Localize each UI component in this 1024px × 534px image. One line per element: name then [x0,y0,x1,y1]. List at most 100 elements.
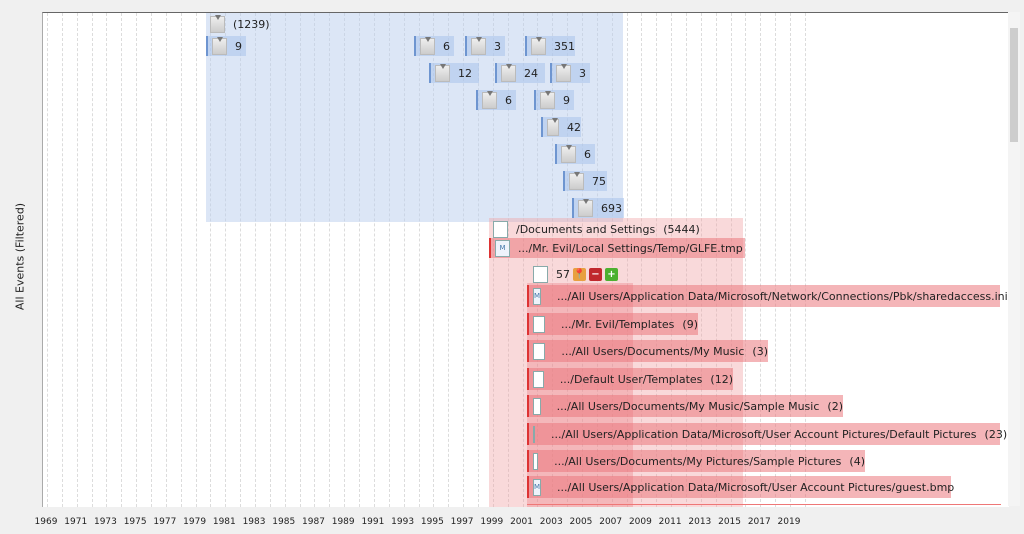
gridline [626,13,628,507]
gridline [685,13,687,507]
year-tick-label: 1979 [183,517,207,527]
file-event[interactable]: .../All Users/Documents/My Pictures/Samp… [527,450,865,472]
collapse-button[interactable]: − [589,267,602,281]
gridline [656,13,658,507]
file-icon [493,220,508,238]
file-event[interactable]: .../All Users/Documents/My Music (3) [527,340,768,362]
database-icon [212,36,227,55]
database-icon [482,90,497,109]
gridline [269,13,271,507]
pin-button[interactable]: 📍 [573,267,586,281]
timeline-plot[interactable]: (1239) 9 6 3 351 12 24 3 6 9 42 6 75 693/Documents an… [42,12,1009,507]
gridline [418,13,420,507]
year-tick-label: 1993 [391,517,415,527]
file-event[interactable]: M .../Mr. Evil/Local Settings/Temp/GLFE.t… [489,238,745,258]
subgroup-count: 57 [556,267,570,281]
gridline [552,13,554,507]
gridline [790,13,791,507]
gridline [151,13,153,507]
file-event[interactable]: .../All Users/Application Data/Microsoft… [527,423,1007,445]
event-stripe[interactable]: 6 [555,144,595,164]
file-event[interactable]: M .../All Users/Application Data/Microsof… [527,285,1008,307]
file-event[interactable]: .../All Users/Documents/My Music/Sample … [527,395,843,417]
gridline [165,13,167,507]
gridline [225,13,227,507]
event-stripe[interactable]: 42 [541,117,581,137]
year-tick-label: 2013 [688,517,712,527]
database-icon [561,144,576,163]
event-stripe-label: 351 [554,39,575,53]
gridline [47,13,48,507]
event-stripe[interactable]: 6 [476,90,516,110]
folder-event[interactable]: /Documents and Settings (5444) [489,219,743,239]
year-tick-label: 1981 [212,517,236,527]
scrollbar-thumb[interactable] [1010,28,1018,142]
year-tick-label: 1977 [153,517,177,527]
file-event[interactable]: M .../All Users/Application Data/Microsof… [527,476,954,498]
gridline [760,13,762,507]
event-stripe[interactable]: 6 [414,36,454,56]
gridline [492,13,494,507]
gridline [730,13,732,507]
expand-button[interactable]: + [605,267,618,281]
event-stripe[interactable]: 3 [550,63,590,83]
database-icon [578,198,593,217]
gridline [522,13,524,507]
event-stripe[interactable]: 3 [465,36,505,56]
subgroup-header[interactable]: 57 📍 − + [529,264,618,284]
file-icon: M [533,287,542,305]
gridline [136,13,138,507]
file-event-count: (23) [984,427,1008,441]
database-icon [540,90,555,109]
folder-event-label: /Documents and Settings [516,222,656,236]
event-stripe-label: 24 [524,66,538,80]
event-stripe[interactable]: 12 [429,63,479,83]
file-event-label: .../Mr. Evil/Local Settings/Temp/GLFE.tm… [518,241,743,255]
database-icon [547,117,559,136]
event-stripe[interactable]: 24 [495,63,545,83]
database-icon [210,14,225,33]
database-icon [569,171,584,190]
file-event-count: (12) [710,372,733,386]
file-event-count: (9) [682,317,698,331]
event-stripe[interactable]: 693 [572,198,624,218]
event-stripe[interactable]: 75 [563,171,607,191]
event-stripe[interactable]: 351 [525,36,575,56]
event-stripe[interactable]: 9 [206,36,246,56]
year-tick-label: 2003 [539,517,563,527]
file-event-label: .../All Users/Documents/My Music/Sample … [556,399,820,413]
database-icon [531,36,546,55]
file-event[interactable]: .../Default User/Templates (12) [527,368,733,390]
gridline [299,13,301,507]
year-tick-label: 2017 [747,517,771,527]
gridline [448,13,450,507]
database-icon [471,36,486,55]
gridline [255,13,257,507]
blue-group-header[interactable]: (1239) [206,14,274,34]
gridline [195,13,197,507]
gridline [596,13,598,507]
file-icon [533,342,546,360]
gridline [775,13,777,507]
event-stripe[interactable]: 9 [534,90,574,110]
gridline [745,13,747,507]
year-tick-label: 1997 [450,517,474,527]
event-stripe-label: 12 [458,66,472,80]
file-icon [533,315,545,333]
event-stripe-label: 9 [563,93,570,107]
year-tick-label: 1971 [64,517,88,527]
year-tick-label: 1989 [331,517,355,527]
database-icon [501,63,516,82]
year-tick-label: 2011 [658,517,682,527]
file-event-label: .../All Users/Application Data/Microsoft… [551,427,977,441]
event-stripe-label: 6 [443,39,450,53]
event-stripe-label: 3 [494,39,501,53]
gridline [388,13,390,507]
event-stripe-label: 75 [592,174,606,188]
file-event-label: .../All Users/Documents/My Pictures/Samp… [554,454,842,468]
gridline [611,13,613,507]
event-stripe-label: 3 [579,66,586,80]
year-tick-label: 2009 [628,517,652,527]
year-tick-label: 1999 [480,517,504,527]
file-event[interactable]: .../Mr. Evil/Templates (9) [527,313,698,335]
